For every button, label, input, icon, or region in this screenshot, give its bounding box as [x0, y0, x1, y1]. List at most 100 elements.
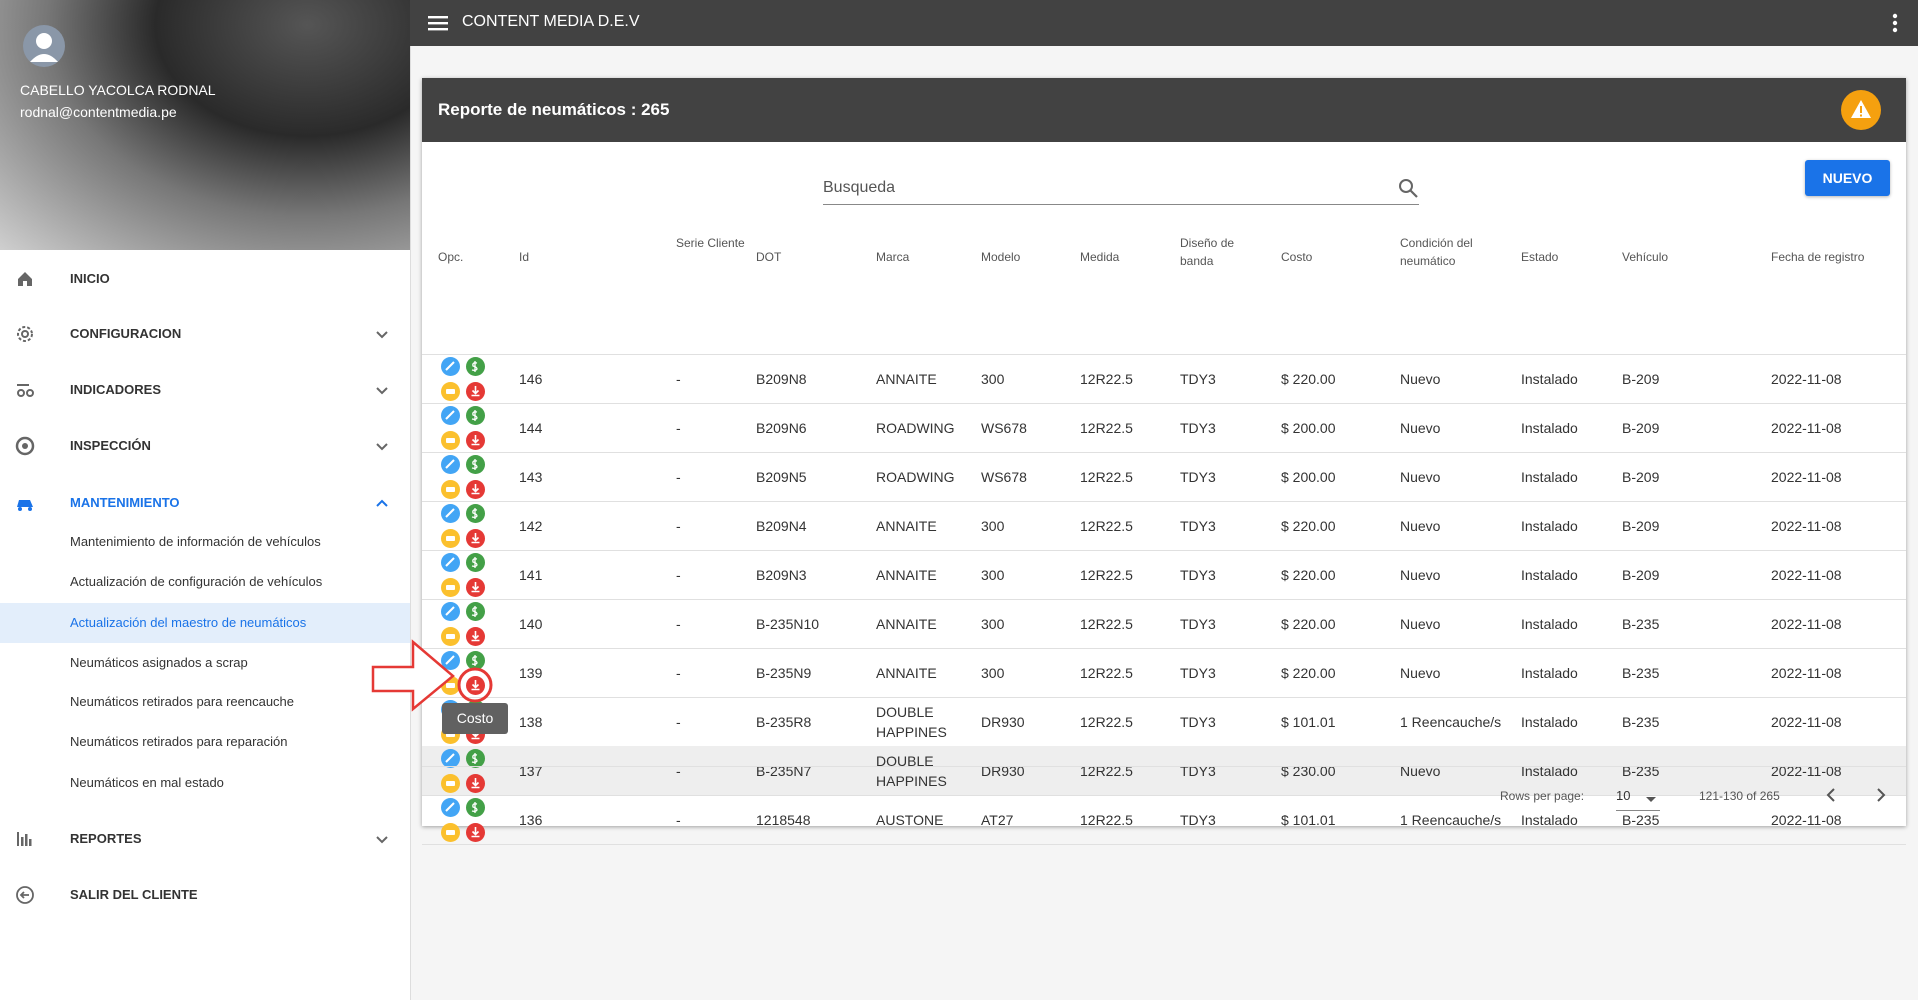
column-header: Fecha de registro	[1771, 250, 1865, 264]
cell-text: -	[676, 615, 681, 632]
cost-button[interactable]	[465, 454, 485, 474]
download-button[interactable]	[465, 528, 485, 548]
download-button[interactable]	[465, 381, 485, 401]
download-button[interactable]	[465, 773, 485, 793]
chevron[interactable]	[375, 328, 389, 340]
prev-page[interactable]	[1825, 788, 1837, 802]
submenu-item[interactable]: Mantenimiento de información de vehículo…	[70, 534, 321, 549]
new-button[interactable]: NUEVO	[1805, 160, 1890, 196]
edit-button[interactable]	[440, 601, 460, 621]
vehicle-button[interactable]	[440, 822, 460, 842]
chevron[interactable]	[375, 497, 389, 509]
edit-button[interactable]	[440, 748, 460, 768]
table-cell: DOUBLE HAPPINES	[876, 697, 966, 746]
cell-text: 2022-11-08	[1771, 419, 1842, 436]
cost-button[interactable]	[465, 356, 485, 376]
chevron[interactable]	[375, 384, 389, 396]
cell-text: B-235N9	[756, 664, 812, 681]
submenu-item[interactable]: Actualización de configuración de vehícu…	[70, 574, 323, 589]
cell-text: 141	[519, 566, 543, 583]
table-row[interactable]: 140 - B-235N10 ANNAITE 300 12R22.5 TDY3 $ 220.0…	[422, 599, 1906, 648]
table-row[interactable]: 138 - B-235R8 DOUBLE HAPPINES DR930 12R22.5 TD…	[422, 697, 1906, 746]
cost-button[interactable]	[465, 748, 485, 768]
cost-button[interactable]	[465, 797, 485, 817]
nav-item[interactable]: CONFIGURACION	[70, 326, 182, 341]
edit-button[interactable]	[440, 503, 460, 523]
submenu-item[interactable]: Neumáticos retirados para reparación	[70, 734, 288, 749]
edit-button[interactable]	[440, 454, 460, 474]
edit-button[interactable]	[440, 405, 460, 425]
row-divider	[422, 648, 1906, 649]
warning-button[interactable]	[1840, 89, 1882, 131]
download-button[interactable]	[465, 479, 485, 499]
table-cell: 2022-11-08	[1771, 795, 1901, 844]
table-row[interactable]: 136 - 1218548 AUSTONE AT27 12R22.5 TDY3 $ 101.0…	[422, 795, 1906, 844]
cell-text: B209N4	[756, 517, 807, 534]
download-button[interactable]	[465, 577, 485, 597]
search-icon[interactable]	[1398, 178, 1420, 200]
table-row[interactable]: 144 - B209N6 ROADWING WS678 12R22.5 TDY3 $ 200.…	[422, 403, 1906, 452]
table-cell: 2022-11-08	[1771, 550, 1901, 599]
table-row[interactable]: 142 - B209N4 ANNAITE 300 12R22.5 TDY3 $ 220.00 N…	[422, 501, 1906, 550]
more-icon[interactable]	[1892, 13, 1898, 33]
header-divider	[422, 354, 1906, 355]
cost-button[interactable]	[465, 405, 485, 425]
cost-button[interactable]	[465, 601, 485, 621]
vehicle-button[interactable]	[440, 479, 460, 499]
vehicle-button[interactable]	[440, 773, 460, 793]
table-cell: 300	[981, 648, 1071, 697]
vehicle-button[interactable]	[440, 577, 460, 597]
nav-item[interactable]: MANTENIMIENTO	[70, 495, 180, 510]
cost-button[interactable]	[465, 552, 485, 572]
menu-icon[interactable]	[428, 14, 450, 32]
table-cell: B209N6	[756, 403, 866, 452]
select-arrow[interactable]	[1645, 791, 1657, 802]
edit-button[interactable]	[440, 552, 460, 572]
table-row[interactable]: 139 - B-235N9 ANNAITE 300 12R22.5 TDY3 $ 220.00…	[422, 648, 1906, 697]
download-button[interactable]	[465, 675, 485, 695]
table-cell: 300	[981, 354, 1071, 403]
cost-button[interactable]	[465, 503, 485, 523]
vehicle-button[interactable]	[440, 381, 460, 401]
table-cell: Nuevo	[1400, 599, 1505, 648]
chevron[interactable]	[375, 440, 389, 452]
nav-item[interactable]: INICIO	[70, 271, 110, 286]
table-cell: TDY3	[1180, 354, 1265, 403]
cell-text: B-235	[1622, 762, 1660, 779]
download-button[interactable]	[465, 430, 485, 450]
cell-text: WS678	[981, 419, 1027, 436]
nav-item[interactable]: INSPECCIÓN	[70, 438, 151, 453]
cell-text: Instalado	[1521, 370, 1578, 387]
cell-text: TDY3	[1180, 566, 1216, 583]
table-cell: 12R22.5	[1080, 403, 1170, 452]
vehicle-button[interactable]	[440, 430, 460, 450]
cell-text: TDY3	[1180, 370, 1216, 387]
next-page[interactable]	[1875, 788, 1887, 802]
rows-per-page-select[interactable]: 10	[1616, 788, 1631, 803]
submenu-item[interactable]: Neumáticos en mal estado	[70, 775, 224, 790]
table-row[interactable]: 143 - B209N5 ROADWING WS678 12R22.5 TDY3 $ 200.…	[422, 452, 1906, 501]
nav-item[interactable]: INDICADORES	[70, 382, 162, 397]
row-divider	[422, 403, 1906, 404]
vehicle-button[interactable]	[440, 626, 460, 646]
submenu-item[interactable]: Neumáticos asignados a scrap	[70, 655, 248, 670]
download-button[interactable]	[465, 626, 485, 646]
edit-button[interactable]	[440, 356, 460, 376]
table-row[interactable]: 146 - B209N8 ANNAITE 300 12R22.5 TDY3 $ 220.00 N…	[422, 354, 1906, 403]
edit-button[interactable]	[440, 797, 460, 817]
vehicle-button[interactable]	[440, 528, 460, 548]
table-row[interactable]: 137 - B-235N7 DOUBLE HAPPINES DR930 12R22.5 TD…	[422, 746, 1906, 795]
table-row[interactable]: 141 - B209N3 ANNAITE 300 12R22.5 TDY3 $ 220.00 N…	[422, 550, 1906, 599]
cell-text: 12R22.5	[1080, 713, 1133, 730]
search-input[interactable]: Busqueda	[823, 179, 896, 196]
table-cell: 2022-11-08	[1771, 354, 1901, 403]
download-button[interactable]	[465, 822, 485, 842]
cost-button[interactable]	[465, 650, 485, 670]
nav-item[interactable]: REPORTES	[70, 831, 142, 846]
nav-item[interactable]: SALIR DEL CLIENTE	[70, 887, 198, 902]
submenu-item[interactable]: Neumáticos retirados para reencauche	[70, 694, 295, 709]
submenu-item[interactable]: Actualización del maestro de neumáticos	[70, 615, 307, 630]
table-cell: WS678	[981, 403, 1071, 452]
chevron[interactable]	[375, 833, 389, 845]
table-cell: Instalado	[1521, 795, 1611, 844]
